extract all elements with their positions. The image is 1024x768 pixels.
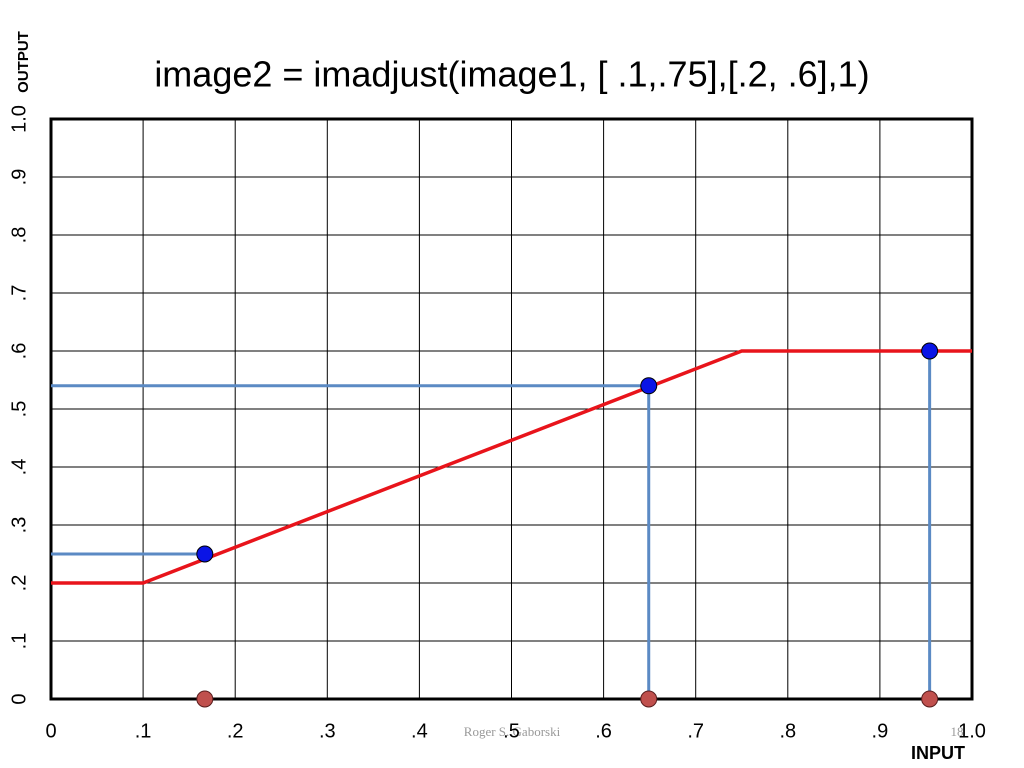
input-marker (921, 690, 939, 708)
x-tick-label: .6 (595, 720, 612, 742)
y-axis-label: OUTPUT (15, 31, 32, 93)
transfer-line (51, 349, 972, 585)
y-tick-label: 1.0 (8, 105, 30, 133)
x-tick-label: .5 (503, 720, 520, 742)
y-tick-label: .3 (8, 517, 30, 534)
y-tick-label: .4 (8, 459, 30, 476)
output-point (640, 377, 658, 395)
input-marker (640, 690, 658, 708)
plot-border (49, 117, 974, 701)
y-tick-label: .2 (8, 575, 30, 592)
y-tick-label: .8 (8, 227, 30, 244)
input-marker (196, 690, 214, 708)
output-point (196, 545, 214, 563)
chart-title: image2 = imadjust(image1, [ .1,.75],[.2,… (154, 54, 869, 95)
x-tick-label: .1 (135, 720, 152, 742)
x-axis-label: INPUT (911, 743, 965, 763)
x-tick-label: .7 (687, 720, 704, 742)
y-tick-label: 0 (8, 693, 30, 704)
x-tick-label: .3 (319, 720, 336, 742)
y-tick-label: .1 (8, 633, 30, 650)
y-tick-label: .9 (8, 169, 30, 186)
x-tick-label: .9 (872, 720, 889, 742)
x-tick-label: .2 (227, 720, 244, 742)
footer: Roger S. Gaborski (464, 724, 561, 739)
y-tick-label: .6 (8, 343, 30, 360)
x-tick-label: .4 (411, 720, 428, 742)
output-point (921, 342, 939, 360)
page-number: 18 (951, 724, 964, 739)
x-tick-label: 0 (45, 720, 56, 742)
x-tick-label: 1.0 (958, 720, 986, 742)
y-tick-label: .7 (8, 285, 30, 302)
x-tick-label: .8 (779, 720, 796, 742)
y-tick-label: .5 (8, 401, 30, 418)
